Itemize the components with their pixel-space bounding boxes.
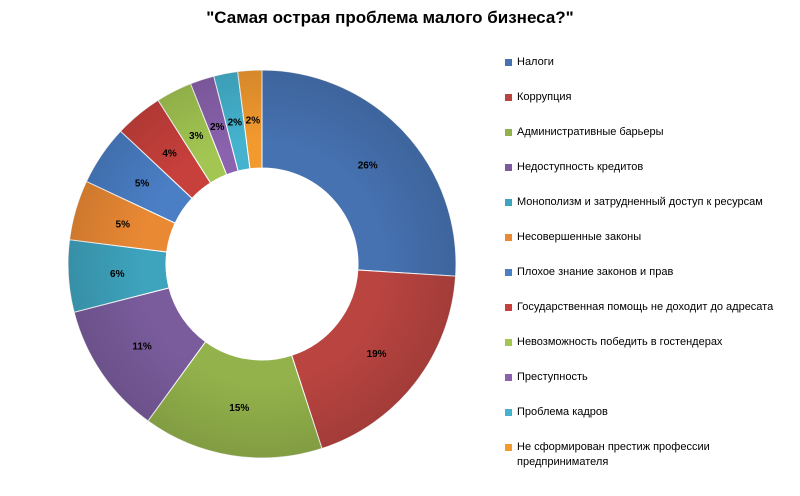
legend-swatch-8 — [505, 304, 512, 311]
slice-label-3: 15% — [229, 403, 249, 414]
donut-chart: 26%19%15%11%6%5%5%4%3%2% 2% 2% — [67, 69, 457, 459]
legend-swatch-2 — [505, 94, 512, 101]
slice-label-8: 4% — [162, 148, 177, 159]
legend-swatch-1 — [505, 59, 512, 66]
slice-label-12: 2% — [246, 115, 261, 126]
legend-label-7: Плохое знание законов и прав — [517, 266, 674, 278]
legend-label-4: Недоступность кредитов — [517, 161, 644, 173]
legend-label-3: Административные барьеры — [517, 126, 664, 138]
legend-label-12: Не сформирован престиж профессии предпри… — [517, 441, 710, 468]
legend-label-10: Преступность — [517, 371, 588, 383]
legend-swatch-7 — [505, 269, 512, 276]
slice-label-11: 2% — [228, 118, 243, 129]
legend-swatch-5 — [505, 199, 512, 206]
legend-label-11: Проблема кадров — [517, 406, 608, 418]
slice-label-2: 19% — [367, 349, 387, 360]
legend-swatch-11 — [505, 409, 512, 416]
legend-swatch-6 — [505, 234, 512, 241]
chart-title: "Самая острая проблема малого бизнеса?" — [206, 8, 574, 27]
legend-swatch-9 — [505, 339, 512, 346]
legend-label-8: Государственная помощь не доходит до адр… — [517, 301, 774, 313]
slice-label-1: 26% — [358, 161, 378, 172]
slice-label-7: 5% — [135, 178, 150, 189]
slice-label-6: 5% — [116, 220, 131, 231]
legend-swatch-3 — [505, 129, 512, 136]
legend-label-6: Несовершенные законы — [517, 231, 642, 243]
slice-label-4: 11% — [132, 342, 152, 353]
slice-label-10: 2% — [210, 122, 225, 133]
legend-label-1: Налоги — [517, 56, 554, 68]
legend-label-5: Монополизм и затрудненный доступ к ресур… — [517, 196, 763, 208]
legend-swatch-10 — [505, 374, 512, 381]
legend-swatch-12 — [505, 444, 512, 451]
slice-label-5: 6% — [110, 269, 125, 280]
legend-swatch-4 — [505, 164, 512, 171]
legend-label-9: Невозможность победить в гостендерах — [517, 336, 723, 348]
legend-label-2: Коррупция — [517, 91, 572, 103]
slice-label-9: 3% — [189, 131, 204, 142]
